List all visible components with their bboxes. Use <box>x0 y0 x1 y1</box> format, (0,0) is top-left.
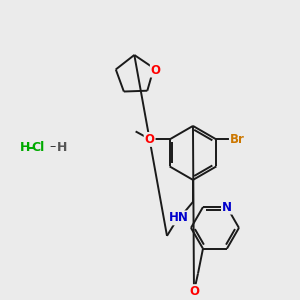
Text: O: O <box>151 64 161 76</box>
Text: –: – <box>49 140 55 153</box>
Text: H: H <box>20 141 30 154</box>
Text: N: N <box>222 201 232 214</box>
Text: H: H <box>57 141 67 154</box>
Text: Cl: Cl <box>32 141 45 154</box>
Text: HN: HN <box>169 212 189 224</box>
Text: O: O <box>189 285 199 298</box>
Text: Br: Br <box>230 133 245 146</box>
Text: O: O <box>145 133 154 146</box>
